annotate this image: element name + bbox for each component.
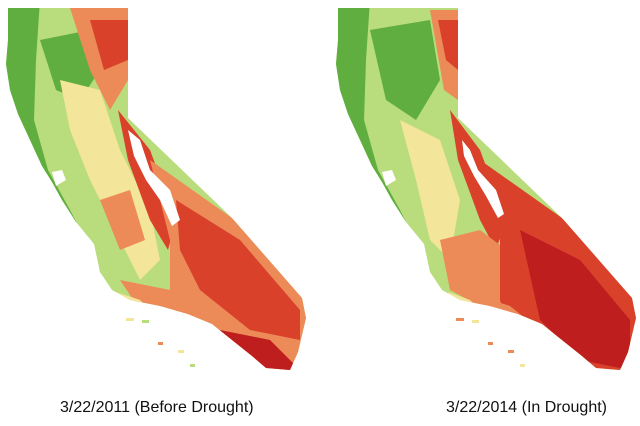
map-before-drought	[0, 0, 320, 380]
island	[508, 350, 514, 353]
moisture-field-before	[6, 8, 306, 370]
island	[520, 364, 525, 367]
island	[456, 318, 464, 321]
central-valley-neutral	[400, 120, 460, 260]
california-map-drought	[336, 8, 636, 370]
moisture-field-drought	[336, 8, 636, 370]
island	[158, 342, 163, 345]
caption-in-drought: 3/22/2014 (In Drought)	[446, 399, 607, 416]
north-wet-patch	[370, 20, 440, 120]
desert-very-dry	[176, 200, 300, 340]
channel-islands-before	[126, 318, 195, 367]
island	[190, 364, 195, 367]
sierra-snow-nodata	[462, 140, 504, 218]
desert-extreme	[520, 230, 630, 370]
island	[472, 320, 479, 323]
channel-islands-drought	[456, 318, 525, 367]
island	[142, 320, 149, 323]
sierra-snow-nodata	[128, 130, 180, 226]
map-in-drought	[320, 0, 640, 380]
bay-water	[382, 170, 396, 186]
coastal-wet-band	[6, 8, 110, 310]
island	[488, 342, 493, 345]
island	[178, 350, 184, 353]
island	[126, 318, 134, 321]
northeast-very-dry	[438, 20, 458, 70]
caption-before-drought: 3/22/2011 (Before Drought)	[60, 399, 254, 416]
california-map-before	[6, 8, 306, 370]
northeast-very-dry	[90, 20, 128, 70]
valley-dry-patch	[100, 190, 145, 250]
coastal-wet-band	[336, 8, 420, 260]
bay-water	[52, 170, 66, 186]
